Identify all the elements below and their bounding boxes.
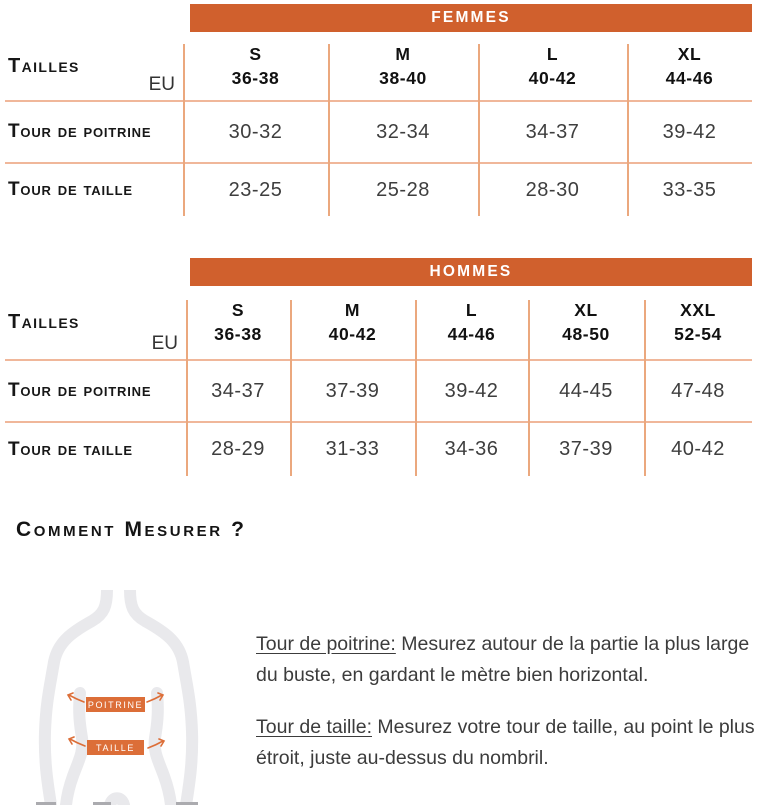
cell-value: 33-35 bbox=[662, 178, 717, 201]
figure-bottom-edge bbox=[176, 802, 198, 805]
tailles-label: Tailles bbox=[8, 54, 80, 77]
cell-value: 32-34 bbox=[376, 120, 430, 143]
size-table-femmes: FEMMES Tailles EU S 36-38 M 38-40 L 40-42 XL 44-46… bbox=[0, 4, 765, 226]
size-letter: M bbox=[344, 300, 361, 320]
column-divider bbox=[415, 300, 417, 476]
cell-value: 23-25 bbox=[228, 178, 283, 201]
size-letter: M bbox=[395, 43, 411, 64]
cell-value: 39-42 bbox=[444, 379, 499, 402]
chest-instruction: Tour de poitrine: Mesurez autour de la p… bbox=[256, 629, 765, 691]
row-label: Tour de taille bbox=[8, 438, 133, 460]
column-divider bbox=[186, 300, 188, 476]
how-to-measure-heading: Comment Mesurer ? bbox=[16, 518, 247, 541]
cell-value: 28-30 bbox=[525, 178, 580, 201]
figure-bottom-edge bbox=[93, 802, 111, 805]
column-divider bbox=[644, 300, 646, 476]
column-divider bbox=[183, 44, 185, 216]
row-divider bbox=[5, 162, 752, 164]
size-column-header: XL 44-46 bbox=[627, 32, 752, 100]
size-letter: L bbox=[465, 300, 478, 320]
size-column-header: XXL 52-54 bbox=[644, 286, 752, 359]
chest-arrow-left-icon bbox=[66, 692, 85, 703]
measuring-instructions: Tour de poitrine: Mesurez autour de la p… bbox=[256, 629, 765, 774]
cell-value: 44-45 bbox=[559, 379, 613, 402]
waist-instruction: Tour de taille: Mesurez votre tour de ta… bbox=[256, 712, 765, 774]
waist-arrow-right-icon bbox=[147, 738, 166, 749]
size-column-header: M 38-40 bbox=[328, 32, 478, 100]
size-letter: XL bbox=[574, 300, 598, 320]
cell-value: 34-37 bbox=[525, 120, 580, 143]
figure-bottom-edge bbox=[36, 802, 56, 805]
row-divider bbox=[5, 421, 752, 423]
waist-arrow-left-icon bbox=[67, 736, 86, 747]
cell-value: 39-42 bbox=[662, 120, 717, 143]
eu-unit-label: EU bbox=[151, 333, 178, 354]
cell-value: 31-33 bbox=[325, 438, 380, 460]
column-divider bbox=[328, 44, 330, 216]
chest-instruction-term: Tour de poitrine: bbox=[256, 633, 396, 655]
cell-value: 30-32 bbox=[228, 120, 283, 143]
row-label: Tour de taille bbox=[8, 179, 133, 200]
column-divider bbox=[478, 44, 480, 216]
cell-value: 34-36 bbox=[444, 438, 499, 460]
column-divider bbox=[290, 300, 292, 476]
eu-size-range: 36-38 bbox=[231, 67, 280, 88]
column-divider bbox=[528, 300, 530, 476]
row-label: Tour de poitrine bbox=[8, 121, 152, 142]
row-label: Tour de poitrine bbox=[8, 380, 152, 401]
size-letter: L bbox=[546, 43, 559, 64]
chest-measure-label: POITRINE bbox=[86, 697, 145, 712]
eu-size-range: 36-38 bbox=[214, 324, 262, 344]
chest-instruction-text: Mesurez autour de la partie la plus larg… bbox=[256, 633, 750, 686]
cell-value: 37-39 bbox=[325, 379, 380, 402]
eu-size-range: 52-54 bbox=[674, 324, 722, 344]
size-column-header: S 36-38 bbox=[183, 32, 328, 100]
size-column-header: L 44-46 bbox=[415, 286, 528, 359]
waist-instruction-text: Mesurez votre tour de taille, au point l… bbox=[256, 716, 755, 769]
tailles-label: Tailles bbox=[8, 311, 80, 333]
eu-size-range: 48-50 bbox=[562, 324, 610, 344]
size-letter: XXL bbox=[680, 300, 716, 320]
size-column-header: XL 48-50 bbox=[528, 286, 644, 359]
size-letter: XL bbox=[677, 43, 702, 64]
chest-arrow-right-icon bbox=[146, 692, 165, 703]
eu-size-range: 38-40 bbox=[379, 67, 427, 88]
size-column-header: L 40-42 bbox=[478, 32, 627, 100]
eu-size-range: 44-46 bbox=[447, 324, 496, 344]
cell-value: 47-48 bbox=[671, 379, 725, 402]
row-divider bbox=[5, 100, 752, 102]
eu-size-range: 40-42 bbox=[328, 324, 377, 344]
cell-value: 37-39 bbox=[559, 438, 613, 460]
cell-value: 40-42 bbox=[671, 438, 725, 460]
waist-measure-label: TAILLE bbox=[87, 740, 144, 755]
table-title-banner: HOMMES bbox=[190, 258, 752, 286]
size-column-header: S 36-38 bbox=[186, 286, 290, 359]
size-column-header: M 40-42 bbox=[290, 286, 415, 359]
size-table-hommes: HOMMES Tailles EU S 36-38 M 40-42 L 44-46 XL 48-50… bbox=[0, 258, 765, 480]
table-title-banner: FEMMES bbox=[190, 4, 752, 32]
waist-instruction-term: Tour de taille: bbox=[256, 716, 372, 738]
size-letter: S bbox=[249, 43, 262, 64]
cell-value: 25-28 bbox=[376, 178, 430, 201]
cell-value: 34-37 bbox=[211, 379, 265, 402]
column-divider bbox=[627, 44, 629, 216]
eu-size-range: 40-42 bbox=[528, 67, 577, 88]
cell-value: 28-29 bbox=[211, 438, 265, 460]
eu-size-range: 44-46 bbox=[665, 67, 714, 88]
eu-unit-label: EU bbox=[148, 74, 175, 95]
size-letter: S bbox=[231, 300, 245, 320]
row-divider bbox=[5, 359, 752, 361]
